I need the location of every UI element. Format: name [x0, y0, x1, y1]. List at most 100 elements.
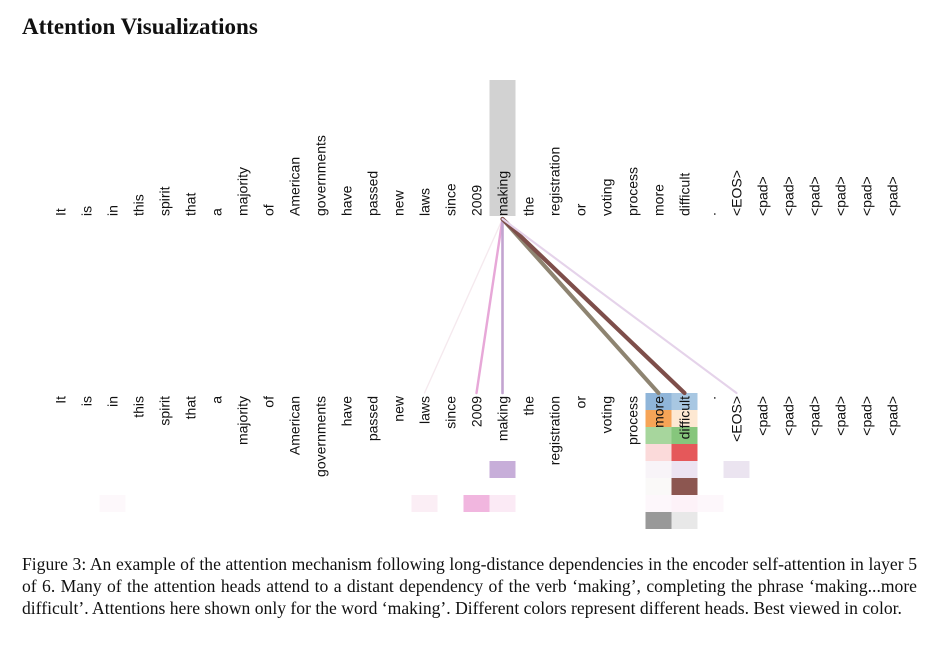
target-token: since — [443, 396, 459, 429]
source-token: <pad> — [833, 176, 849, 216]
target-token: making — [495, 396, 511, 441]
target-token: <pad> — [833, 396, 849, 436]
target-token: in — [105, 396, 121, 407]
attention-line — [500, 216, 687, 396]
head-cell-making — [489, 495, 516, 512]
head-cell-difficult — [671, 393, 698, 410]
source-token: more — [651, 184, 667, 216]
target-token-row: It is in this spirit that a majority of American g… — [53, 395, 901, 477]
source-token-row: It is in this spirit that a majority of American g… — [53, 135, 901, 216]
figure-caption: Figure 3: An example of the attention me… — [22, 554, 917, 618]
attention-line — [423, 218, 504, 394]
attention-line-layer — [423, 216, 738, 396]
head-cell-difficult — [671, 461, 698, 478]
target-token: more — [651, 396, 667, 428]
target-token: <pad> — [781, 396, 797, 436]
head-cell-difficult — [671, 478, 698, 495]
source-token: voting — [599, 179, 615, 216]
head-cell-difficult — [671, 495, 698, 512]
target-token: voting — [599, 396, 615, 433]
head-cell- — [697, 495, 724, 512]
target-token: of — [261, 396, 277, 408]
attention-figure: It is in this spirit that a majority of American g… — [53, 80, 901, 529]
source-token: majority — [235, 167, 251, 216]
head-cell-more — [645, 393, 672, 410]
source-token: <EOS> — [729, 170, 745, 216]
attention-line — [501, 217, 738, 395]
source-token: It — [53, 208, 69, 216]
source-token: <pad> — [781, 176, 797, 216]
source-token: of — [261, 204, 277, 216]
target-token: <pad> — [859, 396, 875, 436]
attention-line — [500, 216, 661, 396]
head-cell-more — [645, 478, 672, 495]
target-token: spirit — [157, 396, 173, 426]
head-cell-more — [645, 444, 672, 461]
target-token: difficult — [677, 396, 693, 439]
source-token: <pad> — [807, 176, 823, 216]
attention-line — [475, 217, 504, 395]
head-cell-layer — [99, 393, 750, 529]
target-token: new — [391, 395, 407, 422]
focus-token-highlight — [489, 80, 516, 216]
source-token: this — [131, 194, 147, 216]
target-token: <EOS> — [729, 396, 745, 442]
source-token: have — [339, 185, 355, 216]
source-token: new — [391, 189, 407, 216]
target-token: have — [339, 396, 355, 427]
target-token: laws — [417, 396, 433, 424]
source-token: laws — [417, 188, 433, 216]
source-token: a — [209, 208, 225, 216]
target-token: a — [209, 396, 225, 404]
source-token: difficult — [677, 173, 693, 216]
source-token: since — [443, 183, 459, 216]
source-token: governments — [313, 135, 329, 216]
head-cell-difficult — [671, 444, 698, 461]
source-token: <pad> — [885, 176, 901, 216]
target-token: American — [287, 396, 303, 455]
source-token: <pad> — [859, 176, 875, 216]
head-cell-making — [489, 461, 516, 478]
head-cell-in — [99, 495, 126, 512]
target-token: <pad> — [755, 396, 771, 436]
source-token: or — [573, 203, 589, 216]
target-token: <pad> — [885, 396, 901, 436]
source-token: 2009 — [469, 185, 485, 216]
target-token: <pad> — [807, 396, 823, 436]
source-token: <pad> — [755, 176, 771, 216]
target-token: is — [79, 396, 95, 406]
target-token: It — [53, 396, 69, 404]
target-token: the — [521, 396, 537, 416]
head-cell-difficult — [671, 427, 698, 444]
target-token: registration — [547, 396, 563, 465]
head-cell-more — [645, 495, 672, 512]
target-token: 2009 — [469, 396, 485, 427]
source-token: making — [495, 171, 511, 216]
source-token: the — [521, 196, 537, 216]
source-token: . — [703, 212, 719, 216]
target-token: this — [131, 396, 147, 418]
focus-highlight-layer — [489, 80, 516, 216]
source-token: is — [79, 206, 95, 216]
target-token: or — [573, 396, 589, 409]
target-token: process — [625, 396, 641, 445]
source-token: passed — [365, 171, 381, 216]
target-token: . — [703, 396, 719, 400]
target-token: governments — [313, 396, 329, 477]
head-cell-more — [645, 461, 672, 478]
head-cell-more — [645, 410, 672, 427]
source-token: that — [183, 193, 199, 216]
source-token: registration — [547, 147, 563, 216]
source-token: in — [105, 205, 121, 216]
head-cell-eos — [723, 461, 750, 478]
head-cell-2009 — [463, 495, 490, 512]
source-token: process — [625, 167, 641, 216]
head-cell-difficult — [671, 512, 698, 529]
source-token: American — [287, 157, 303, 216]
head-cell-difficult — [671, 410, 698, 427]
section-heading: Attention Visualizations — [22, 14, 258, 39]
head-cell-more — [645, 512, 672, 529]
head-cell-more — [645, 427, 672, 444]
target-token: majority — [235, 396, 251, 445]
source-token: spirit — [157, 186, 173, 216]
